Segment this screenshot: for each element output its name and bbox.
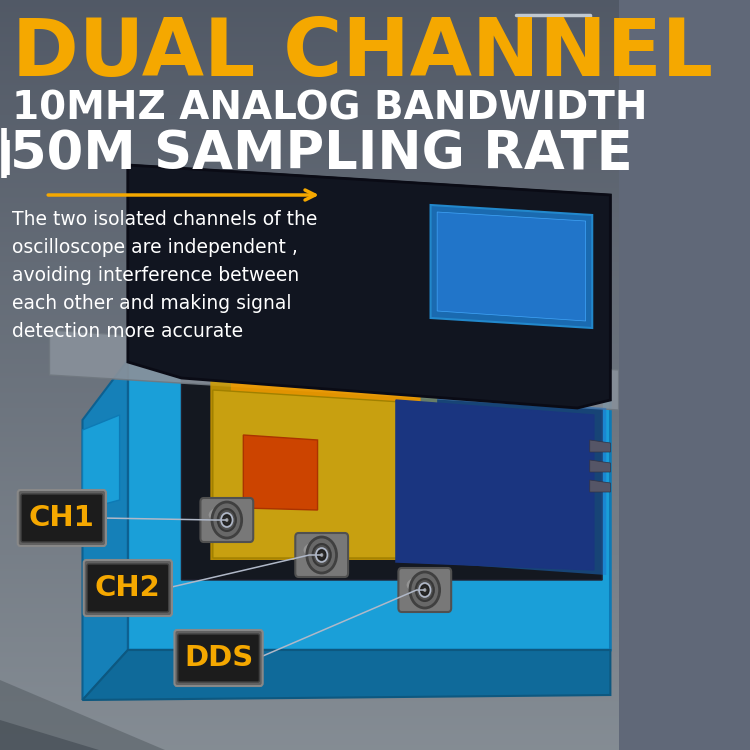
Polygon shape — [437, 212, 586, 321]
Ellipse shape — [217, 509, 236, 531]
Polygon shape — [82, 360, 128, 700]
FancyBboxPatch shape — [178, 634, 260, 682]
Ellipse shape — [416, 579, 434, 601]
Text: 50M SAMPLING RATE: 50M SAMPLING RATE — [10, 128, 632, 180]
Ellipse shape — [421, 585, 429, 595]
Polygon shape — [231, 340, 421, 410]
Polygon shape — [213, 390, 433, 558]
Polygon shape — [0, 680, 165, 750]
Text: CH1: CH1 — [29, 504, 94, 532]
FancyBboxPatch shape — [175, 630, 262, 686]
Polygon shape — [421, 395, 606, 575]
Polygon shape — [50, 330, 619, 410]
Polygon shape — [433, 205, 594, 330]
Text: 10MHZ ANALOG BANDWIDTH: 10MHZ ANALOG BANDWIDTH — [12, 90, 648, 128]
Polygon shape — [182, 368, 602, 580]
Polygon shape — [396, 400, 594, 570]
Text: CH2: CH2 — [95, 574, 160, 602]
FancyBboxPatch shape — [84, 560, 172, 616]
Ellipse shape — [304, 542, 330, 558]
Ellipse shape — [223, 515, 231, 525]
Polygon shape — [0, 720, 99, 750]
Polygon shape — [590, 460, 610, 472]
FancyBboxPatch shape — [18, 490, 106, 546]
FancyBboxPatch shape — [87, 564, 169, 612]
Ellipse shape — [410, 572, 440, 608]
Ellipse shape — [313, 544, 331, 566]
Polygon shape — [82, 650, 610, 700]
Ellipse shape — [406, 577, 433, 593]
Text: DDS: DDS — [184, 644, 254, 672]
Text: DUAL CHANNEL: DUAL CHANNEL — [12, 15, 713, 93]
Polygon shape — [128, 165, 610, 408]
Polygon shape — [590, 440, 610, 452]
Polygon shape — [82, 415, 119, 510]
FancyBboxPatch shape — [296, 533, 348, 577]
Text: The two isolated channels of the
oscilloscope are independent ,
avoiding interfe: The two isolated channels of the oscillo… — [12, 210, 318, 341]
Polygon shape — [128, 360, 610, 650]
Ellipse shape — [307, 537, 337, 573]
Ellipse shape — [209, 507, 235, 523]
Ellipse shape — [317, 550, 326, 560]
Polygon shape — [590, 480, 610, 492]
FancyBboxPatch shape — [200, 498, 254, 542]
Polygon shape — [430, 205, 592, 328]
FancyBboxPatch shape — [398, 568, 451, 612]
Polygon shape — [210, 380, 437, 560]
Ellipse shape — [225, 518, 229, 522]
Ellipse shape — [320, 553, 323, 557]
Polygon shape — [243, 435, 317, 510]
FancyBboxPatch shape — [21, 494, 103, 542]
Polygon shape — [128, 165, 610, 395]
Ellipse shape — [212, 502, 242, 538]
Polygon shape — [440, 212, 587, 323]
Ellipse shape — [423, 588, 427, 592]
